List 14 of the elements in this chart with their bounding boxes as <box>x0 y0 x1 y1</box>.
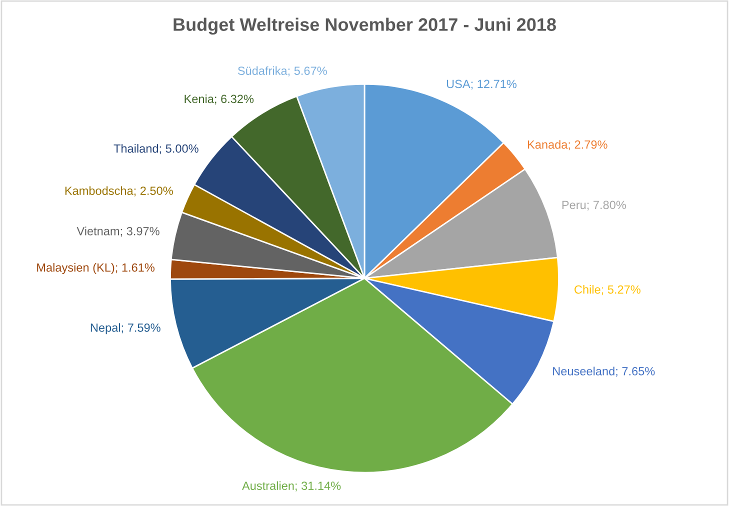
slice-label: USA; 12.71% <box>446 80 517 90</box>
slice-label: Nepal; 7.59% <box>90 323 160 334</box>
slice-label: Peru; 7.80% <box>562 200 626 211</box>
slice-label: Kanada; 2.79% <box>528 140 608 150</box>
slice-label: Kenia; 6.32% <box>184 94 254 105</box>
slice-label: Vietnam; 3.97% <box>76 226 160 237</box>
slice-label: Südafrika; 5.67% <box>238 66 327 76</box>
slice-label: Malaysien (KL); 1.61% <box>37 263 155 274</box>
chart-title: Budget Weltreise November 2017 - Juni 2018 <box>174 18 556 35</box>
slice-label: Chile; 5.27% <box>574 285 640 296</box>
slice-label: Thailand; 5.00% <box>114 144 198 154</box>
slice-label: Kambodscha; 2.50% <box>65 186 173 196</box>
slice-label: Neuseeland; 7.65% <box>553 366 655 377</box>
slice-label: Australien; 31.14% <box>242 481 341 492</box>
